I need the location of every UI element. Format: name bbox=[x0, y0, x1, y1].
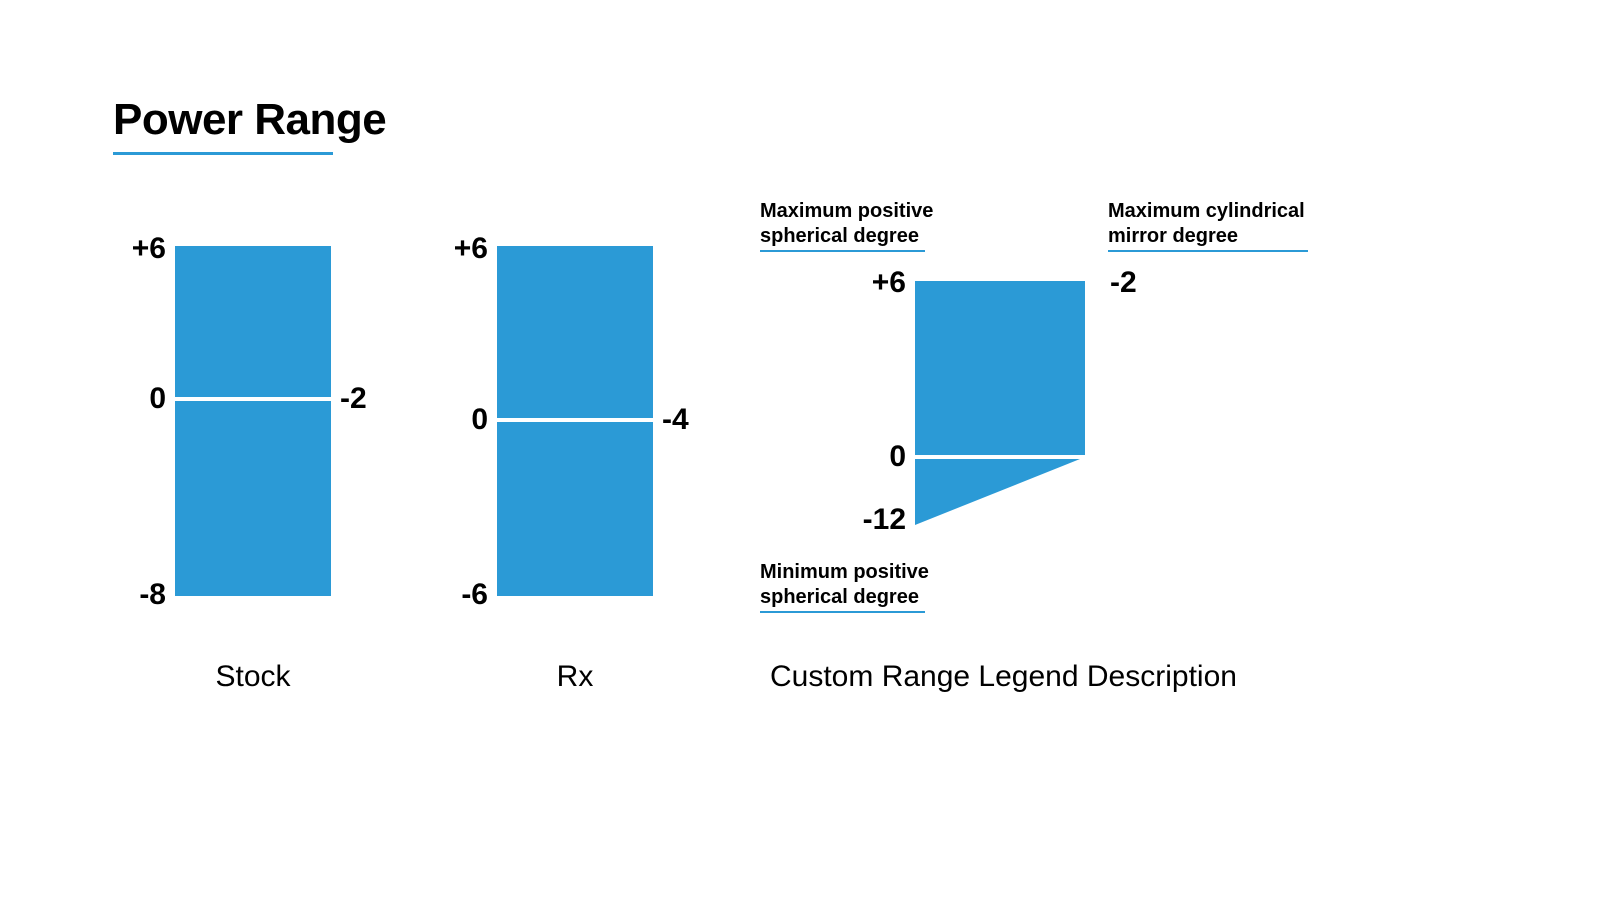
legend-top-value: +6 bbox=[862, 266, 906, 300]
legend-annot-max-cyl-underline bbox=[1108, 250, 1308, 252]
legend-right-value: -2 bbox=[1110, 266, 1137, 300]
legend-bottom-value: -12 bbox=[848, 503, 906, 537]
rx-top-value: +6 bbox=[448, 232, 488, 266]
stock-top-value: +6 bbox=[126, 232, 166, 266]
stock-bottom-value: -8 bbox=[126, 578, 166, 612]
legend-annot-min-pos-underline bbox=[760, 611, 925, 613]
stock-zero-value: 0 bbox=[146, 382, 166, 416]
legend-annot-max-pos-underline bbox=[760, 250, 925, 252]
legend-shape bbox=[915, 281, 1085, 525]
title-underline bbox=[113, 152, 333, 155]
rx-zero-value: 0 bbox=[468, 403, 488, 437]
legend-label: Custom Range Legend Description bbox=[770, 660, 1330, 694]
rx-label: Rx bbox=[497, 660, 653, 694]
legend-annot-min-pos: Minimum positive spherical degree bbox=[760, 560, 929, 610]
legend-annot-max-cyl: Maximum cylindrical mirror degree bbox=[1108, 199, 1305, 249]
stock-label: Stock bbox=[175, 660, 331, 694]
page-title: Power Range bbox=[113, 95, 386, 145]
page-root: Power Range +6 0 -2 -8 Stock +6 0 -4 -6 … bbox=[0, 0, 1600, 897]
rx-bottom-value: -6 bbox=[448, 578, 488, 612]
rx-right-value: -4 bbox=[662, 403, 689, 437]
legend-annot-max-pos: Maximum positive spherical degree bbox=[760, 199, 933, 249]
legend-zero-value: 0 bbox=[882, 440, 906, 474]
stock-shape bbox=[175, 246, 331, 596]
stock-right-value: -2 bbox=[340, 382, 367, 416]
rx-shape bbox=[497, 246, 653, 596]
